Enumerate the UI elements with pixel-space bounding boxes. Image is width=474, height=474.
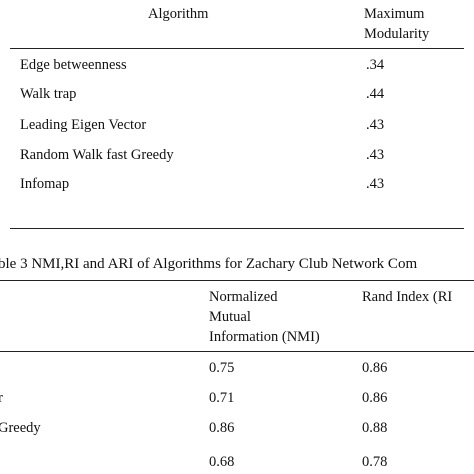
table-3-row-ri: 0.86 — [362, 390, 388, 406]
table-3-row-algorithm: Greedy — [0, 420, 41, 436]
table-2-row-algorithm: Infomap — [20, 176, 70, 192]
table-3-header-nmi-line2: Mutual — [209, 309, 251, 325]
table-3-row-nmi: 0.86 — [209, 420, 235, 436]
table-3-header-rule — [0, 351, 474, 352]
table-2-row-algorithm: Walk trap — [20, 86, 77, 102]
table-3-row-nmi: 0.68 — [209, 454, 235, 470]
table-2-row-algorithm: Edge betweenness — [20, 57, 127, 73]
table-3-top-rule — [0, 280, 474, 281]
table-2-row-modularity: .44 — [366, 86, 385, 102]
table-2-row-modularity: .34 — [366, 57, 385, 73]
table-3-row-nmi: 0.71 — [209, 390, 235, 406]
table-2-row-modularity: .43 — [366, 117, 385, 133]
table-3-header-nmi-line1: Normalized — [209, 289, 278, 305]
table-2-row-modularity: .43 — [366, 147, 385, 163]
table-2-header-modularity-line1: Maximum — [364, 6, 425, 22]
table-2-row-algorithm: Random Walk fast Greedy — [20, 147, 174, 163]
table-2-bottom-rule — [10, 228, 464, 229]
table-3-row-nmi: 0.75 — [209, 360, 235, 376]
table-3-row-ri: 0.78 — [362, 454, 388, 470]
table-2-row-algorithm: Leading Eigen Vector — [20, 117, 147, 133]
table-3-row-ri: 0.88 — [362, 420, 388, 436]
table-2-row-modularity: .43 — [366, 176, 385, 192]
table-3-header-nmi-line3: Information (NMI) — [209, 329, 320, 345]
table-2-header-algorithm: Algorithm — [148, 6, 209, 22]
table-3-row-ri: 0.86 — [362, 360, 388, 376]
table-2-header-modularity-line2: Modularity — [364, 26, 430, 42]
table-3-caption: ble 3 NMI,RI and ARI of Algorithms for Z… — [0, 256, 418, 272]
table-3-header-ri: Rand Index (RI — [362, 289, 453, 305]
table-2-header-rule — [10, 48, 464, 49]
table-3-row-algorithm: r — [0, 390, 3, 406]
